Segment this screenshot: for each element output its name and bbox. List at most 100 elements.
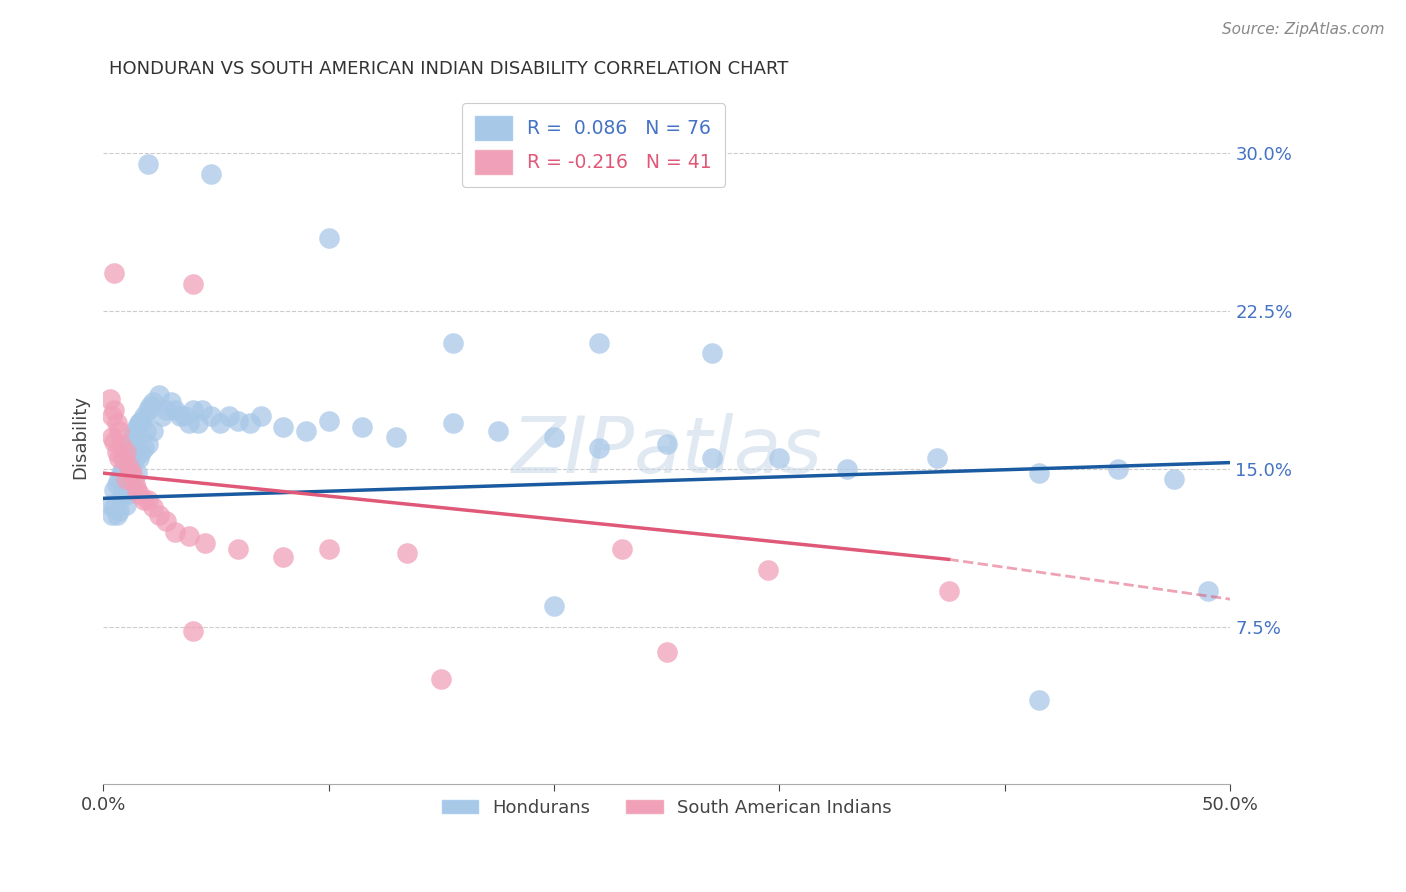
Point	[927, 451, 949, 466]
Point	[173, 409, 195, 424]
Point	[700, 451, 723, 466]
Point	[756, 563, 779, 577]
Point	[117, 487, 139, 501]
Point	[181, 277, 204, 291]
Point	[112, 451, 135, 466]
Point	[114, 498, 136, 512]
Y-axis label: Disability: Disability	[72, 395, 89, 479]
Point	[98, 392, 121, 407]
Point	[110, 466, 132, 480]
Point	[181, 403, 204, 417]
Point	[191, 403, 214, 417]
Point	[1107, 462, 1129, 476]
Point	[1028, 466, 1050, 480]
Point	[486, 424, 509, 438]
Point	[148, 508, 170, 523]
Point	[124, 476, 146, 491]
Point	[121, 476, 143, 491]
Point	[110, 491, 132, 506]
Point	[239, 416, 262, 430]
Text: Source: ZipAtlas.com: Source: ZipAtlas.com	[1222, 22, 1385, 37]
Point	[103, 434, 125, 449]
Point	[938, 583, 960, 598]
Point	[114, 451, 136, 466]
Point	[120, 483, 142, 497]
Point	[148, 388, 170, 402]
Point	[121, 430, 143, 444]
Point	[177, 416, 200, 430]
Point	[700, 346, 723, 360]
Point	[159, 394, 181, 409]
Point	[121, 466, 143, 480]
Point	[128, 487, 150, 501]
Point	[120, 466, 142, 480]
Point	[139, 399, 162, 413]
Point	[117, 445, 139, 459]
Point	[142, 394, 165, 409]
Point	[543, 599, 565, 613]
Point	[385, 430, 408, 444]
Point	[108, 451, 131, 466]
Point	[108, 424, 131, 438]
Point	[155, 515, 177, 529]
Point	[318, 413, 340, 427]
Point	[103, 500, 125, 514]
Point	[108, 504, 131, 518]
Point	[105, 416, 128, 430]
Legend: Hondurans, South American Indians: Hondurans, South American Indians	[434, 791, 898, 824]
Point	[441, 416, 464, 430]
Point	[112, 462, 135, 476]
Point	[194, 535, 217, 549]
Point	[125, 441, 148, 455]
Point	[101, 409, 124, 424]
Point	[181, 624, 204, 638]
Point	[135, 424, 157, 438]
Point	[120, 436, 142, 450]
Point	[588, 335, 610, 350]
Point	[103, 483, 125, 497]
Point	[655, 436, 678, 450]
Point	[117, 458, 139, 472]
Point	[318, 230, 340, 244]
Point	[103, 266, 125, 280]
Point	[136, 436, 159, 450]
Point	[396, 546, 419, 560]
Point	[209, 416, 232, 430]
Point	[228, 413, 250, 427]
Point	[177, 529, 200, 543]
Point	[105, 508, 128, 523]
Point	[150, 409, 173, 424]
Point	[165, 524, 187, 539]
Point	[155, 403, 177, 417]
Point	[273, 420, 295, 434]
Point	[101, 508, 124, 523]
Point	[169, 409, 191, 424]
Point	[1197, 583, 1219, 598]
Point	[136, 493, 159, 508]
Text: ZIPatlas: ZIPatlas	[512, 413, 823, 489]
Point	[142, 500, 165, 514]
Point	[131, 445, 153, 459]
Point	[125, 466, 148, 480]
Point	[132, 441, 155, 455]
Point	[132, 409, 155, 424]
Point	[121, 451, 143, 466]
Point	[112, 487, 135, 501]
Point	[273, 550, 295, 565]
Point	[128, 416, 150, 430]
Point	[114, 466, 136, 480]
Point	[165, 403, 187, 417]
Point	[125, 420, 148, 434]
Point	[352, 420, 374, 434]
Point	[200, 409, 222, 424]
Point	[655, 645, 678, 659]
Point	[114, 472, 136, 486]
Point	[588, 441, 610, 455]
Point	[101, 430, 124, 444]
Point	[200, 168, 222, 182]
Point	[128, 451, 150, 466]
Point	[103, 403, 125, 417]
Point	[105, 445, 128, 459]
Point	[124, 451, 146, 466]
Point	[295, 424, 318, 438]
